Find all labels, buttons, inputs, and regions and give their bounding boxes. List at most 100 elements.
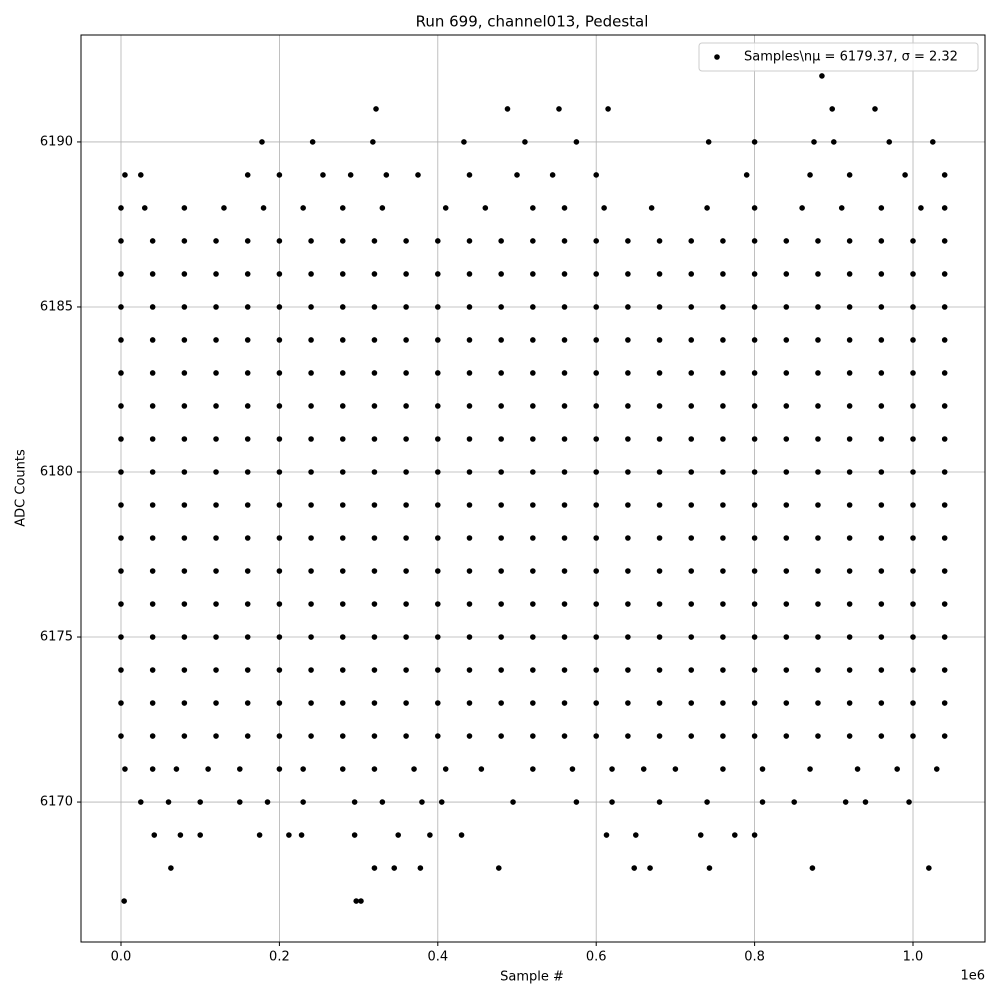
data-point xyxy=(743,172,750,178)
data-point xyxy=(878,436,885,442)
data-point xyxy=(276,271,283,277)
data-point xyxy=(862,799,869,805)
x-axis-label: Sample # xyxy=(500,970,564,985)
data-point xyxy=(300,799,306,805)
data-point xyxy=(403,733,409,739)
data-point xyxy=(149,568,156,574)
data-point xyxy=(593,700,600,706)
data-point xyxy=(910,370,916,376)
data-point xyxy=(815,436,821,442)
data-point xyxy=(815,568,821,574)
data-point xyxy=(910,238,916,244)
data-point xyxy=(466,172,473,178)
data-point xyxy=(504,106,511,112)
data-point xyxy=(910,568,916,574)
data-point xyxy=(149,601,156,607)
data-point xyxy=(276,568,283,574)
data-point xyxy=(910,733,916,739)
data-point xyxy=(244,568,251,574)
data-point xyxy=(530,601,536,607)
data-point xyxy=(530,304,536,310)
data-point xyxy=(403,304,409,310)
data-point xyxy=(213,337,219,343)
data-point xyxy=(498,469,504,475)
x-tick-label: 1.0 xyxy=(903,950,924,965)
data-point xyxy=(530,436,536,442)
data-point xyxy=(403,403,409,409)
data-point xyxy=(403,634,409,640)
data-point xyxy=(197,832,203,838)
data-point xyxy=(403,337,409,343)
data-point xyxy=(308,469,314,475)
data-point xyxy=(783,733,790,739)
data-point xyxy=(593,271,600,277)
data-point xyxy=(807,172,813,178)
data-point xyxy=(846,502,853,508)
data-point xyxy=(593,733,600,739)
data-point xyxy=(435,238,441,244)
data-point xyxy=(213,733,219,739)
data-point xyxy=(379,799,386,805)
data-point xyxy=(573,139,580,145)
data-point xyxy=(137,172,144,178)
data-point xyxy=(181,370,188,376)
data-point xyxy=(264,799,271,805)
data-point xyxy=(910,667,916,673)
data-point xyxy=(593,601,600,607)
data-point xyxy=(339,766,346,772)
data-point xyxy=(435,370,441,376)
data-point xyxy=(720,403,726,409)
data-point xyxy=(181,700,188,706)
data-point xyxy=(815,271,821,277)
data-point xyxy=(910,436,916,442)
data-point xyxy=(561,271,568,277)
data-point xyxy=(815,733,821,739)
data-point xyxy=(482,205,489,211)
data-point xyxy=(625,700,631,706)
data-point xyxy=(353,898,360,904)
data-point xyxy=(688,238,695,244)
data-point xyxy=(466,304,473,310)
data-point xyxy=(403,700,409,706)
data-point xyxy=(339,667,346,673)
data-point xyxy=(308,403,314,409)
data-point xyxy=(656,601,663,607)
data-point xyxy=(309,139,316,145)
data-point xyxy=(276,667,283,673)
data-point xyxy=(118,436,124,442)
y-tick-label: 6175 xyxy=(40,630,73,645)
data-point xyxy=(151,832,158,838)
data-point xyxy=(276,436,283,442)
data-point xyxy=(244,667,251,673)
data-point xyxy=(221,205,227,211)
data-point xyxy=(593,502,600,508)
data-point xyxy=(809,865,816,871)
data-point xyxy=(403,667,409,673)
data-point xyxy=(941,403,948,409)
data-point xyxy=(593,370,600,376)
data-point xyxy=(149,403,156,409)
data-point xyxy=(846,601,853,607)
data-point xyxy=(807,766,813,772)
y-tick-label: 6180 xyxy=(40,464,73,479)
data-point xyxy=(751,403,758,409)
data-point xyxy=(593,337,600,343)
data-point xyxy=(751,667,758,673)
data-point xyxy=(498,436,504,442)
data-point xyxy=(149,304,156,310)
data-point xyxy=(466,667,473,673)
x-tick-label: 0.2 xyxy=(269,950,290,965)
data-point xyxy=(435,667,441,673)
data-point xyxy=(878,304,885,310)
data-point xyxy=(530,337,536,343)
data-point xyxy=(244,469,251,475)
data-point xyxy=(530,502,536,508)
data-point xyxy=(244,733,251,739)
data-point xyxy=(371,304,378,310)
data-point xyxy=(466,469,473,475)
data-point xyxy=(688,601,695,607)
data-point xyxy=(244,436,251,442)
data-point xyxy=(370,139,376,145)
data-point xyxy=(498,238,504,244)
data-point xyxy=(276,700,283,706)
